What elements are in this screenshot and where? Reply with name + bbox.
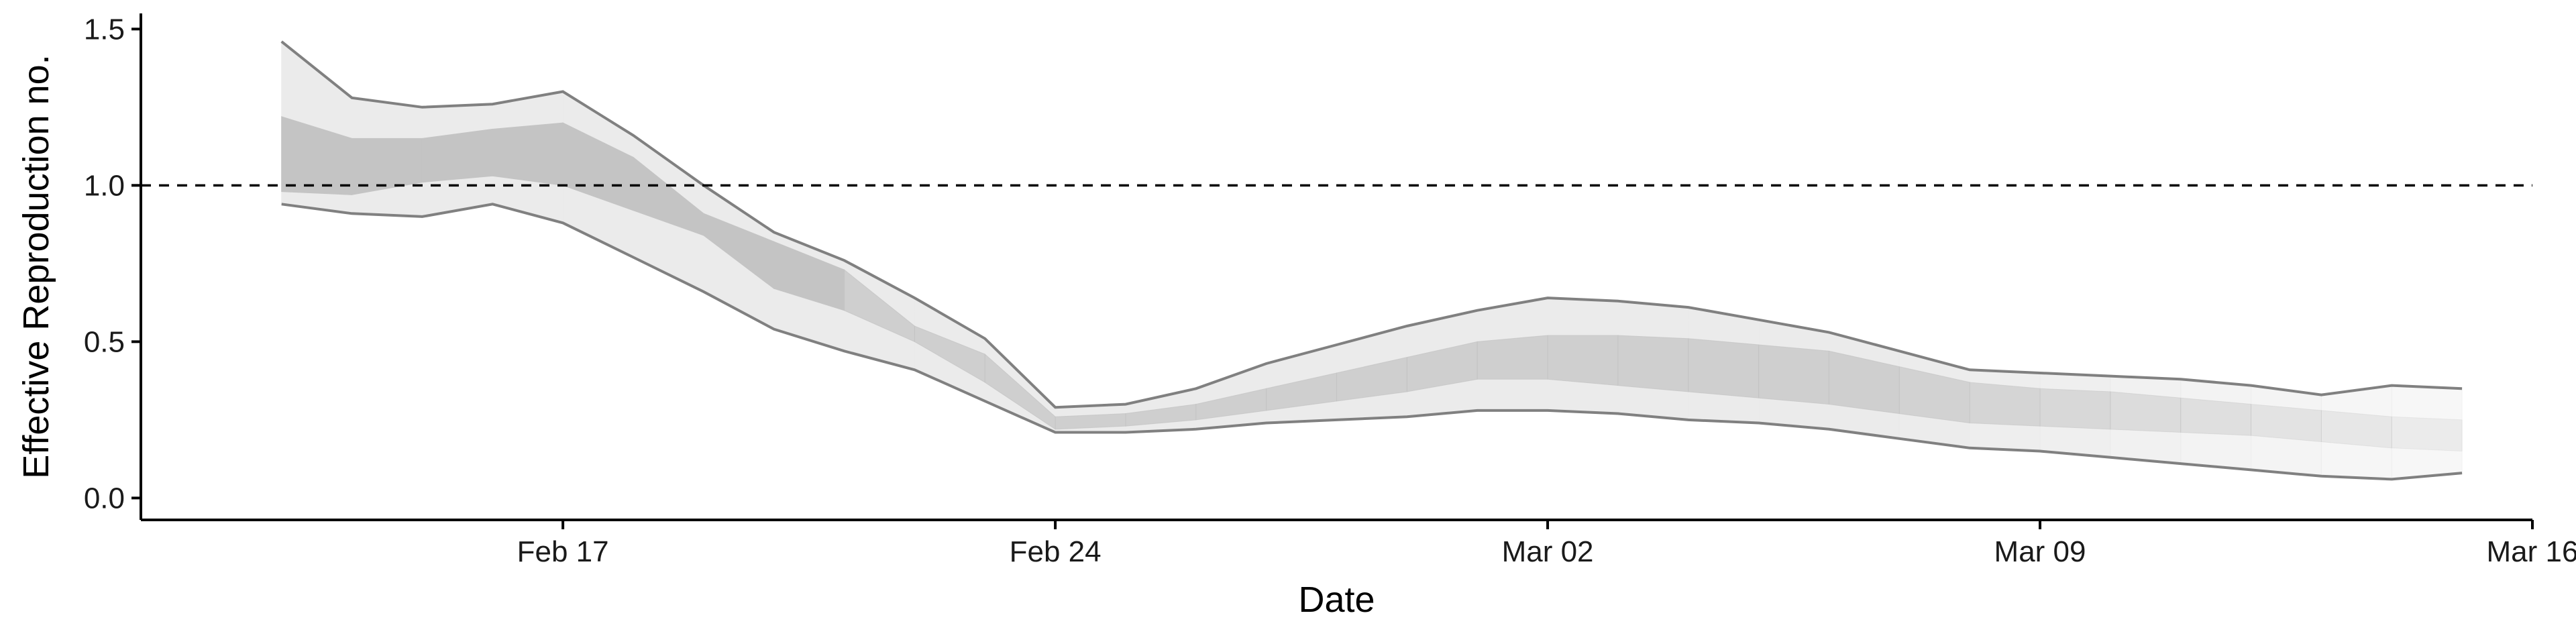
inner-band-segment [1617, 335, 1689, 392]
inner-band-segment [2320, 410, 2392, 449]
inner-band-segment [492, 122, 564, 186]
inner-band-segment [2180, 397, 2252, 436]
x-tick-label: Feb 17 [517, 535, 609, 568]
interval-edge-lines [280, 40, 2463, 481]
inner-band-segment [1688, 338, 1760, 398]
x-tick-label: Mar 16 [2487, 535, 2576, 568]
inner-band-segment [1477, 335, 1548, 380]
y-tick-label: 0.0 [84, 482, 125, 515]
inner-band-segment [2251, 404, 2322, 443]
inner-band-segment [421, 128, 493, 183]
inner-band-segment [1547, 335, 1619, 386]
x-axis-title: Date [1298, 580, 1375, 620]
x-tick-label: Mar 02 [1502, 535, 1594, 568]
inner-band-segment [2039, 388, 2111, 430]
inner-band-segment [2391, 416, 2463, 451]
y-tick-label: 1.5 [84, 13, 125, 46]
x-tick-label: Feb 24 [1010, 535, 1102, 568]
upper-bound-line [280, 40, 2463, 409]
lower-bound-line [281, 203, 2463, 481]
y-axis-ticks: 0.0 0.5 1.0 1.5 [84, 13, 141, 515]
inner-band-segment [1055, 413, 1126, 430]
y-axis-title: Effective Reproduction no. [16, 54, 56, 478]
x-tick-label: Mar 09 [1994, 535, 2086, 568]
inner-band-segment [1758, 344, 1829, 405]
y-tick-label: 1.0 [84, 169, 125, 202]
x-axis-ticks: Feb 17 Feb 24 Mar 02 Mar 09 Mar 16 [517, 520, 2576, 568]
y-tick-label: 0.5 [84, 325, 125, 358]
inner-band-segment [1969, 382, 2041, 427]
credible-interval-bands [281, 40, 2463, 480]
inner-band-segment [2110, 391, 2182, 433]
